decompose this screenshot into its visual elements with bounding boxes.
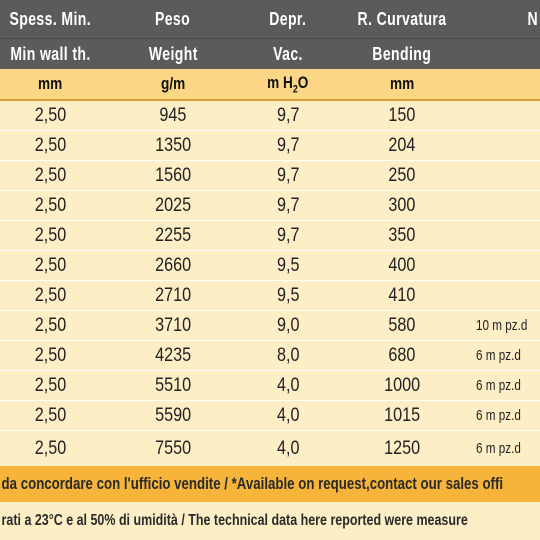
bending-radius: 410 [388, 284, 416, 306]
bending-radius: 680 [388, 344, 416, 366]
bending-radius: 1250 [384, 437, 420, 459]
header-depr: Depr. [269, 9, 307, 29]
units-row: mm g/m m H2O mm [0, 69, 540, 101]
weight: 3710 [155, 314, 191, 336]
weight: 1560 [155, 164, 191, 186]
table-row: 2,50 3710 9,0 580 10 m pz.d [0, 311, 540, 342]
unit-m-h2o: m H2O [267, 72, 309, 96]
header-peso: Peso [155, 9, 191, 29]
weight: 5510 [155, 374, 191, 396]
table-row: 2,50 2255 9,7 350 [0, 221, 540, 252]
vacuum: 4,0 [276, 404, 300, 426]
bending-radius: 250 [388, 164, 416, 186]
conditions-footnote: rati a 23°C e al 50% di umidità / The te… [0, 502, 540, 540]
vacuum: 4,0 [276, 374, 300, 396]
unit-mm-bending: mm [389, 74, 415, 93]
wall-thickness: 2,50 [34, 254, 66, 276]
wall-thickness: 2,50 [34, 194, 66, 216]
table-row: 2,50 2025 9,7 300 [0, 191, 540, 222]
weight: 5590 [155, 404, 191, 426]
wall-thickness: 2,50 [34, 374, 66, 396]
request-footnote: da concordare con l'ufficio vendite / *A… [0, 466, 540, 502]
wall-thickness: 2,50 [34, 164, 66, 186]
length-note: 10 m pz.d [476, 317, 528, 334]
header-truncated: N [527, 9, 539, 29]
vacuum: 8,0 [276, 344, 300, 366]
wall-thickness: 2,50 [34, 314, 66, 336]
unit-g-per-m: g/m [160, 74, 186, 93]
weight: 2710 [155, 284, 191, 306]
header-vac: Vac. [273, 43, 303, 64]
length-note: 6 m pz.d [476, 377, 521, 394]
weight: 2025 [155, 194, 191, 216]
wall-thickness: 2,50 [34, 404, 66, 426]
weight: 2255 [155, 224, 191, 246]
wall-thickness: 2,50 [34, 344, 66, 366]
weight: 4235 [155, 344, 191, 366]
bending-radius: 400 [388, 254, 416, 276]
bending-radius: 1000 [384, 374, 420, 396]
wall-thickness: 2,50 [34, 134, 66, 156]
table-row: 2,50 1350 9,7 204 [0, 131, 540, 162]
table-row: 2,50 4235 8,0 680 6 m pz.d [0, 341, 540, 372]
table-row: 2,50 2660 9,5 400 [0, 251, 540, 282]
table-row: 2,50 5510 4,0 1000 6 m pz.d [0, 371, 540, 402]
length-note: 6 m pz.d [476, 347, 521, 364]
vacuum: 9,5 [276, 284, 300, 306]
weight: 7550 [155, 437, 191, 459]
table-row: 2,50 7550 4,0 1250 6 m pz.d [0, 431, 540, 466]
table-row: 2,50 5590 4,0 1015 6 m pz.d [0, 401, 540, 432]
vacuum: 9,7 [276, 164, 300, 186]
bending-radius: 580 [388, 314, 416, 336]
vacuum: 9,0 [276, 314, 300, 336]
header-spess-min: Spess. Min. [9, 9, 91, 29]
vacuum: 9,7 [276, 104, 300, 126]
bending-radius: 300 [388, 194, 416, 216]
vacuum: 9,7 [276, 224, 300, 246]
vacuum: 4,0 [276, 437, 300, 459]
header-bending: Bending [372, 43, 432, 64]
table-row: 2,50 1560 9,7 250 [0, 161, 540, 192]
header-row-english: Min wall th. Weight Vac. Bending [0, 39, 540, 69]
wall-thickness: 2,50 [34, 104, 66, 126]
header-min-wall: Min wall th. [9, 43, 91, 64]
table-row: 2,50 945 9,7 150 [0, 101, 540, 132]
weight: 1350 [155, 134, 191, 156]
wall-thickness: 2,50 [34, 224, 66, 246]
wall-thickness: 2,50 [34, 437, 66, 459]
bending-radius: 350 [388, 224, 416, 246]
header-row-italian: Spess. Min. Peso Depr. R. Curvatura N [0, 0, 540, 39]
vacuum: 9,7 [276, 194, 300, 216]
wall-thickness: 2,50 [34, 284, 66, 306]
header-weight: Weight [148, 43, 198, 64]
length-note: 6 m pz.d [476, 407, 521, 424]
bending-radius: 1015 [384, 404, 420, 426]
vacuum: 9,7 [276, 134, 300, 156]
unit-mm: mm [37, 74, 63, 93]
weight: 945 [159, 104, 187, 126]
weight: 2660 [155, 254, 191, 276]
vacuum: 9,5 [276, 254, 300, 276]
header-r-curvatura: R. Curvatura [357, 9, 447, 29]
table-row: 2,50 2710 9,5 410 [0, 281, 540, 312]
length-note: 6 m pz.d [476, 440, 521, 457]
request-footnote-text: da concordare con l'ufficio vendite / *A… [1, 474, 504, 493]
bending-radius: 204 [388, 134, 416, 156]
bending-radius: 150 [388, 104, 416, 126]
conditions-footnote-text: rati a 23°C e al 50% di umidità / The te… [1, 512, 468, 529]
